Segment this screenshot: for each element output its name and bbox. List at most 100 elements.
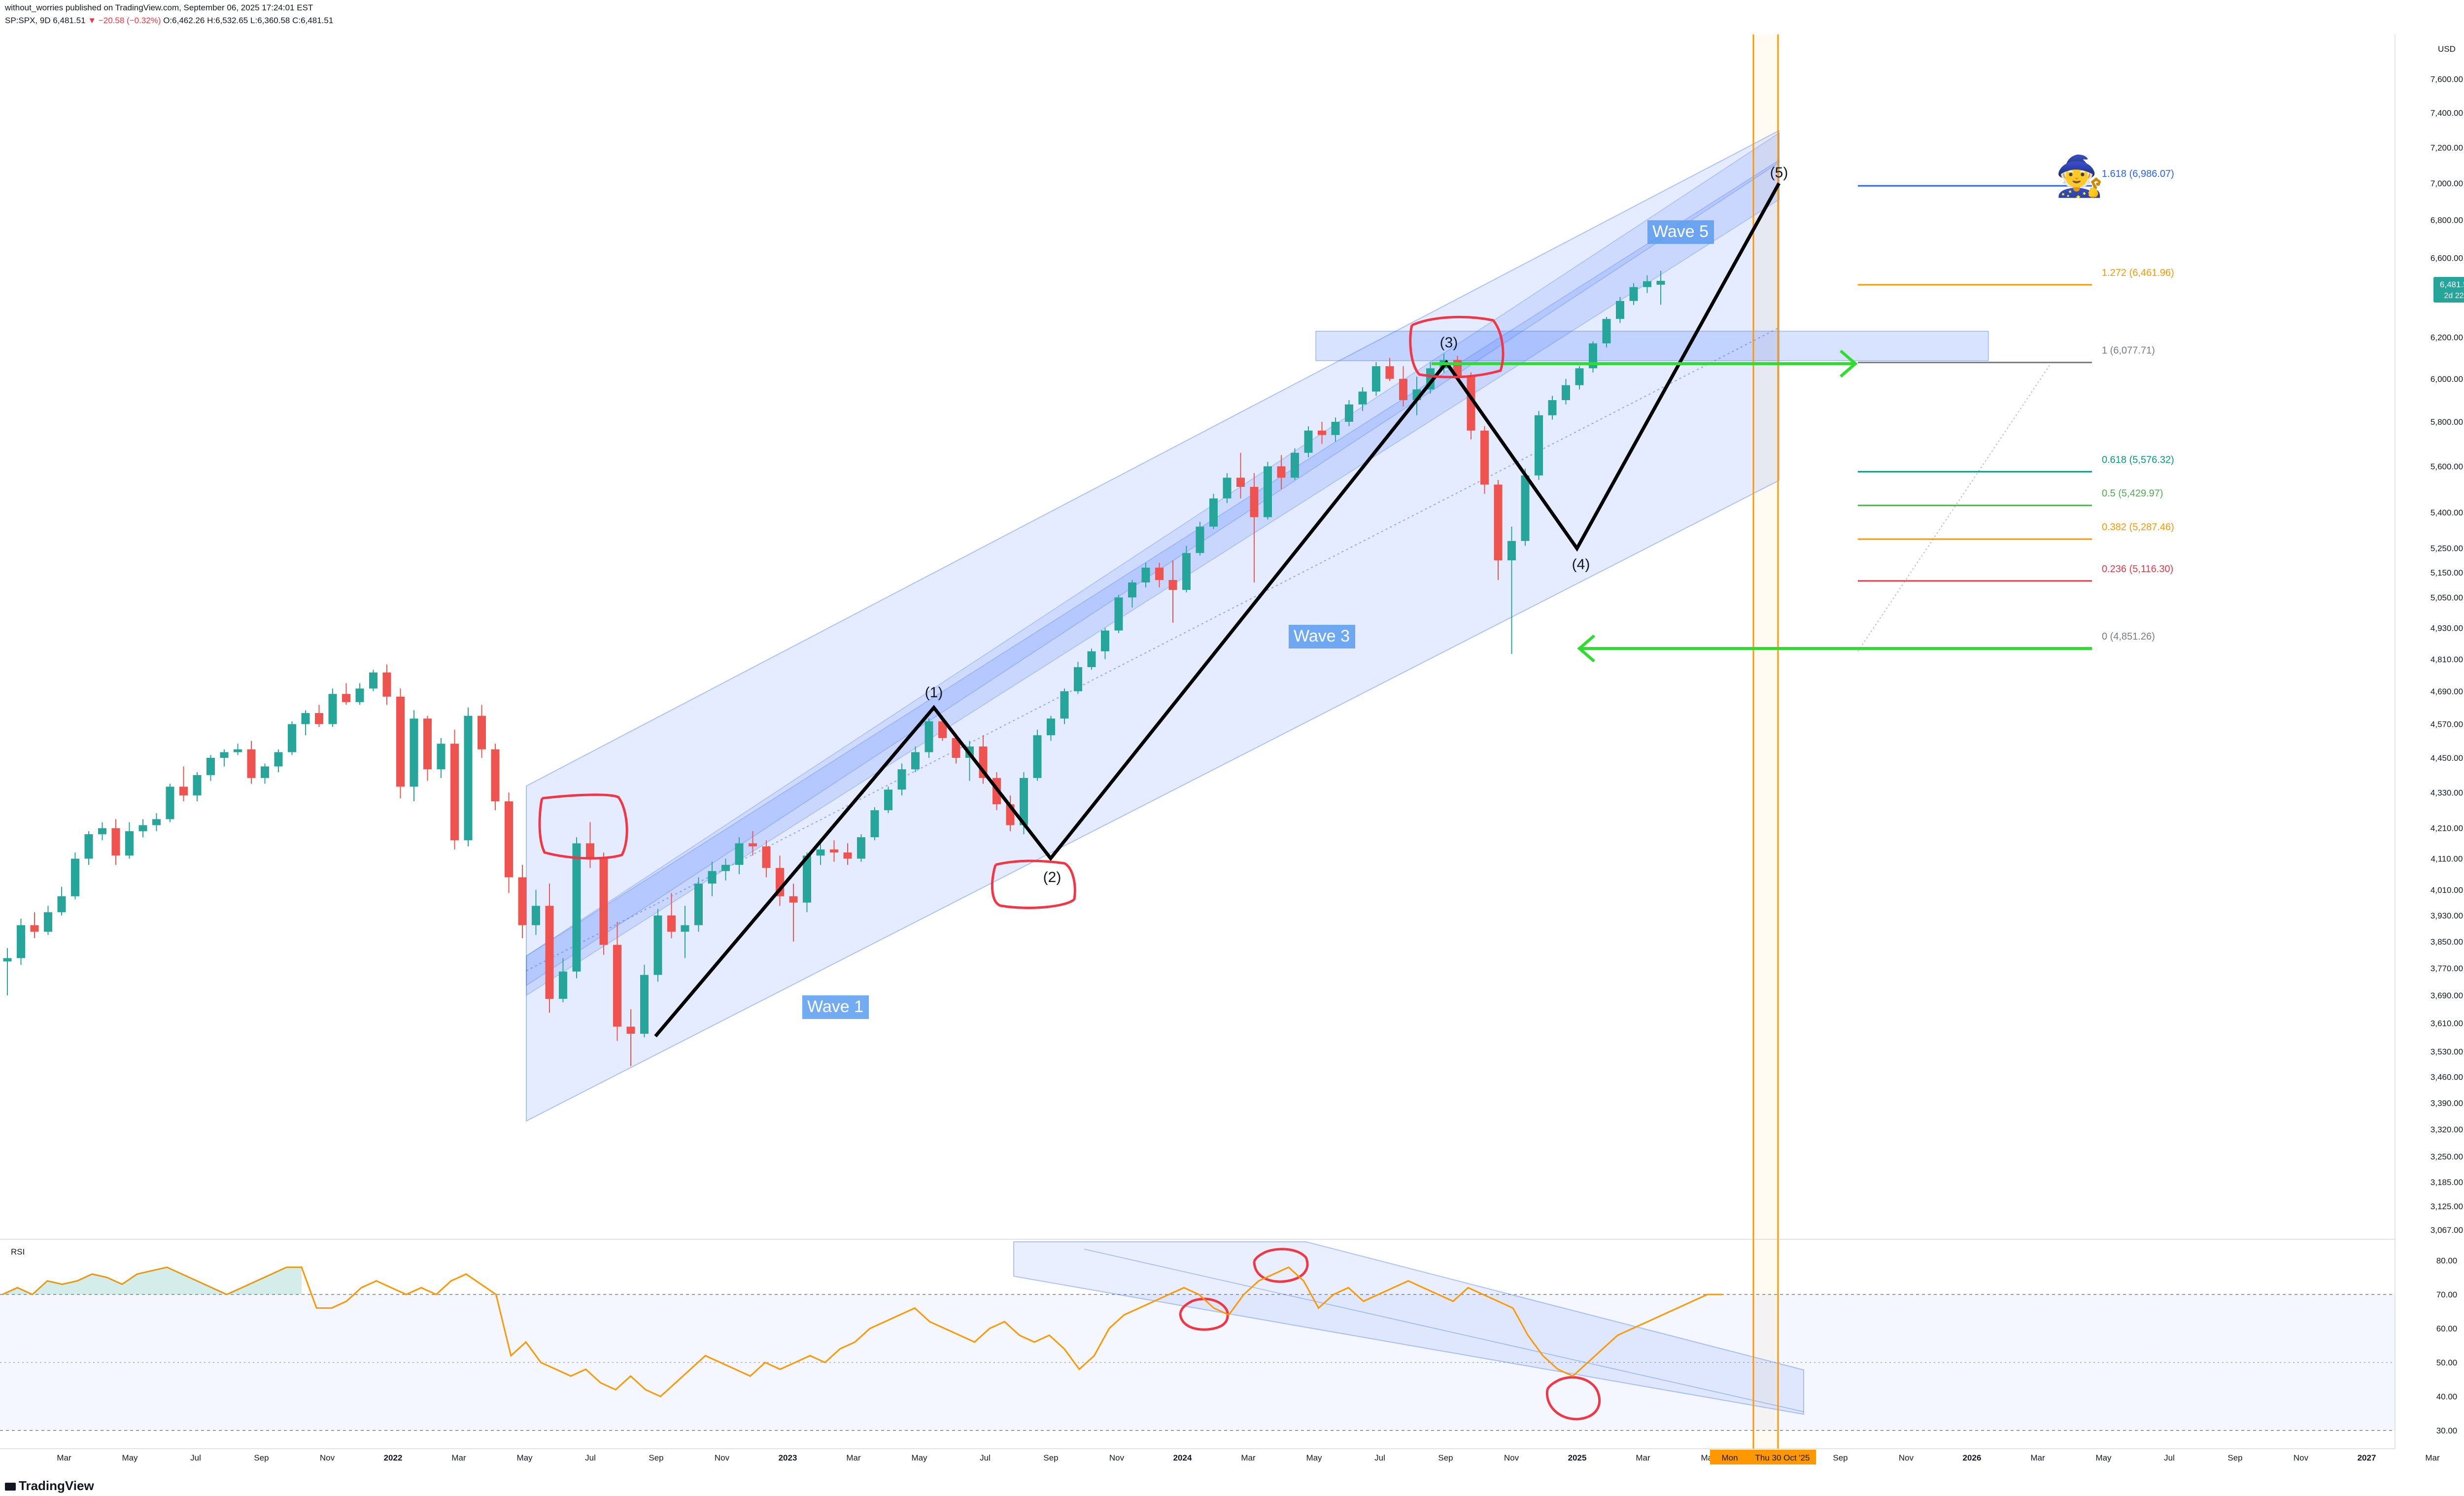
price-tick-label: 5,150.00 <box>2430 568 2463 578</box>
rsi-channel <box>1013 1241 1804 1415</box>
time-tick-label: Mar <box>57 1453 71 1462</box>
candle-body <box>57 896 66 913</box>
candle-body <box>952 738 960 758</box>
candle-body <box>667 915 676 932</box>
candle-body <box>1345 404 1353 422</box>
candle-body <box>274 752 283 767</box>
candle <box>1358 387 1367 411</box>
candle <box>667 893 676 939</box>
change-label: ▼ −20.58 (−0.32%) <box>88 16 161 25</box>
red-marker-rsi-3 <box>1545 1376 1601 1421</box>
candle <box>897 763 906 796</box>
candle-body <box>288 724 296 752</box>
time-tick-label: Sep <box>254 1453 269 1462</box>
price-tick-label: 5,600.00 <box>2430 462 2463 471</box>
time-tick-label: Sep <box>1043 1453 1058 1462</box>
price-axis[interactable]: 7,600.00 7,400.00 7,200.00 7,000.00 6,800.00… <box>2430 74 2463 1235</box>
candle-body <box>410 718 418 787</box>
candle-body <box>1562 385 1570 401</box>
price-tick-label: 3,067.00 <box>2430 1225 2463 1235</box>
price-tick-label: 4,330.00 <box>2430 788 2463 797</box>
candle <box>247 741 256 784</box>
candle-body <box>1291 452 1299 478</box>
wave-label-3: (3) <box>1440 335 1458 351</box>
candle <box>518 865 527 939</box>
candle <box>1128 579 1136 608</box>
candle <box>857 834 865 862</box>
candle-body <box>924 721 933 752</box>
time-tick-label: Sep <box>1438 1453 1453 1462</box>
resistance-zone <box>1315 331 1989 361</box>
candle <box>125 822 134 859</box>
candle <box>830 840 838 862</box>
time-tick-label: 2023 <box>779 1453 797 1462</box>
wave-label-4: (4) <box>1572 556 1590 573</box>
candle <box>735 837 744 875</box>
candle <box>653 909 662 982</box>
price-tick-label: 4,810.00 <box>2430 655 2463 664</box>
green-arrow-support <box>1577 634 2092 663</box>
rsi-axis[interactable]: 80.00 70.00 60.00 50.00 40.00 30.00 <box>2436 1256 2458 1435</box>
candle-body <box>613 945 621 1027</box>
time-tick-label: May <box>516 1453 533 1462</box>
publisher-line: without_worries published on TradingView… <box>5 3 313 12</box>
candle-body <box>1196 526 1204 553</box>
candle-body <box>735 843 744 865</box>
svg-text:6,481.51: 6,481.51 <box>2440 280 2464 289</box>
rsi-pane-bg <box>0 1242 2395 1449</box>
candle <box>545 884 554 1013</box>
candle-body <box>261 766 269 778</box>
candle <box>1209 494 1218 529</box>
candle <box>328 688 337 727</box>
price-tick-label: 7,400.00 <box>2430 108 2463 118</box>
fib-label: 0.5 (5,429.97) <box>2102 488 2163 499</box>
time-axis[interactable]: Mar May Jul Sep Nov 2022 Mar May Jul Sep Nov 2023 Ma… <box>57 1453 2464 1462</box>
candle <box>870 807 879 841</box>
wave3-label: Wave 3 <box>1289 625 1355 648</box>
candle-body <box>84 834 93 859</box>
candle <box>98 822 106 841</box>
candle <box>599 852 608 955</box>
price-pane-bg <box>0 34 2395 1237</box>
candle <box>1304 426 1313 458</box>
low-value: 6,360.58 <box>257 16 290 25</box>
price-tick-label: 6,800.00 <box>2430 216 2463 225</box>
candle-body <box>1155 567 1164 580</box>
candle-body <box>1101 630 1109 651</box>
candle-body <box>437 744 445 770</box>
candle <box>1264 462 1272 520</box>
candle-body <box>1304 430 1313 453</box>
candle-body <box>870 810 879 838</box>
candle <box>478 705 486 758</box>
time-tick-label: Jul <box>190 1453 201 1462</box>
candle <box>44 906 52 935</box>
candle-body <box>166 786 174 819</box>
candle <box>71 852 79 900</box>
candle-body <box>423 718 432 770</box>
price-tick-label: 3,460.00 <box>2430 1073 2463 1082</box>
candle <box>789 884 798 942</box>
time-tick-label: 2024 <box>1173 1453 1192 1462</box>
symbol-label[interactable]: SP:SPX, 9D <box>5 16 51 25</box>
candle-body <box>1548 400 1557 415</box>
tradingview-logo[interactable]: TradingView <box>5 1478 94 1494</box>
low-label: L: <box>250 16 258 25</box>
price-tick-label: 3,530.00 <box>2430 1047 2463 1056</box>
price-tick-label: 3,125.00 <box>2430 1202 2463 1211</box>
candle <box>84 831 93 865</box>
candle <box>450 729 459 850</box>
candle <box>613 921 621 1041</box>
time-tick-label: 2027 <box>2358 1453 2376 1462</box>
candle-body <box>1060 691 1069 719</box>
candle <box>803 852 811 913</box>
candle-body <box>599 858 608 945</box>
time-tick-label: 2026 <box>1963 1453 1982 1462</box>
candle <box>1480 426 1489 494</box>
price-tick-label: 4,570.00 <box>2430 719 2463 729</box>
candle-body <box>1033 735 1042 778</box>
candle <box>301 710 310 736</box>
candle-body <box>1128 582 1136 598</box>
candle <box>1575 366 1584 390</box>
projection-zone <box>1753 34 1778 1449</box>
